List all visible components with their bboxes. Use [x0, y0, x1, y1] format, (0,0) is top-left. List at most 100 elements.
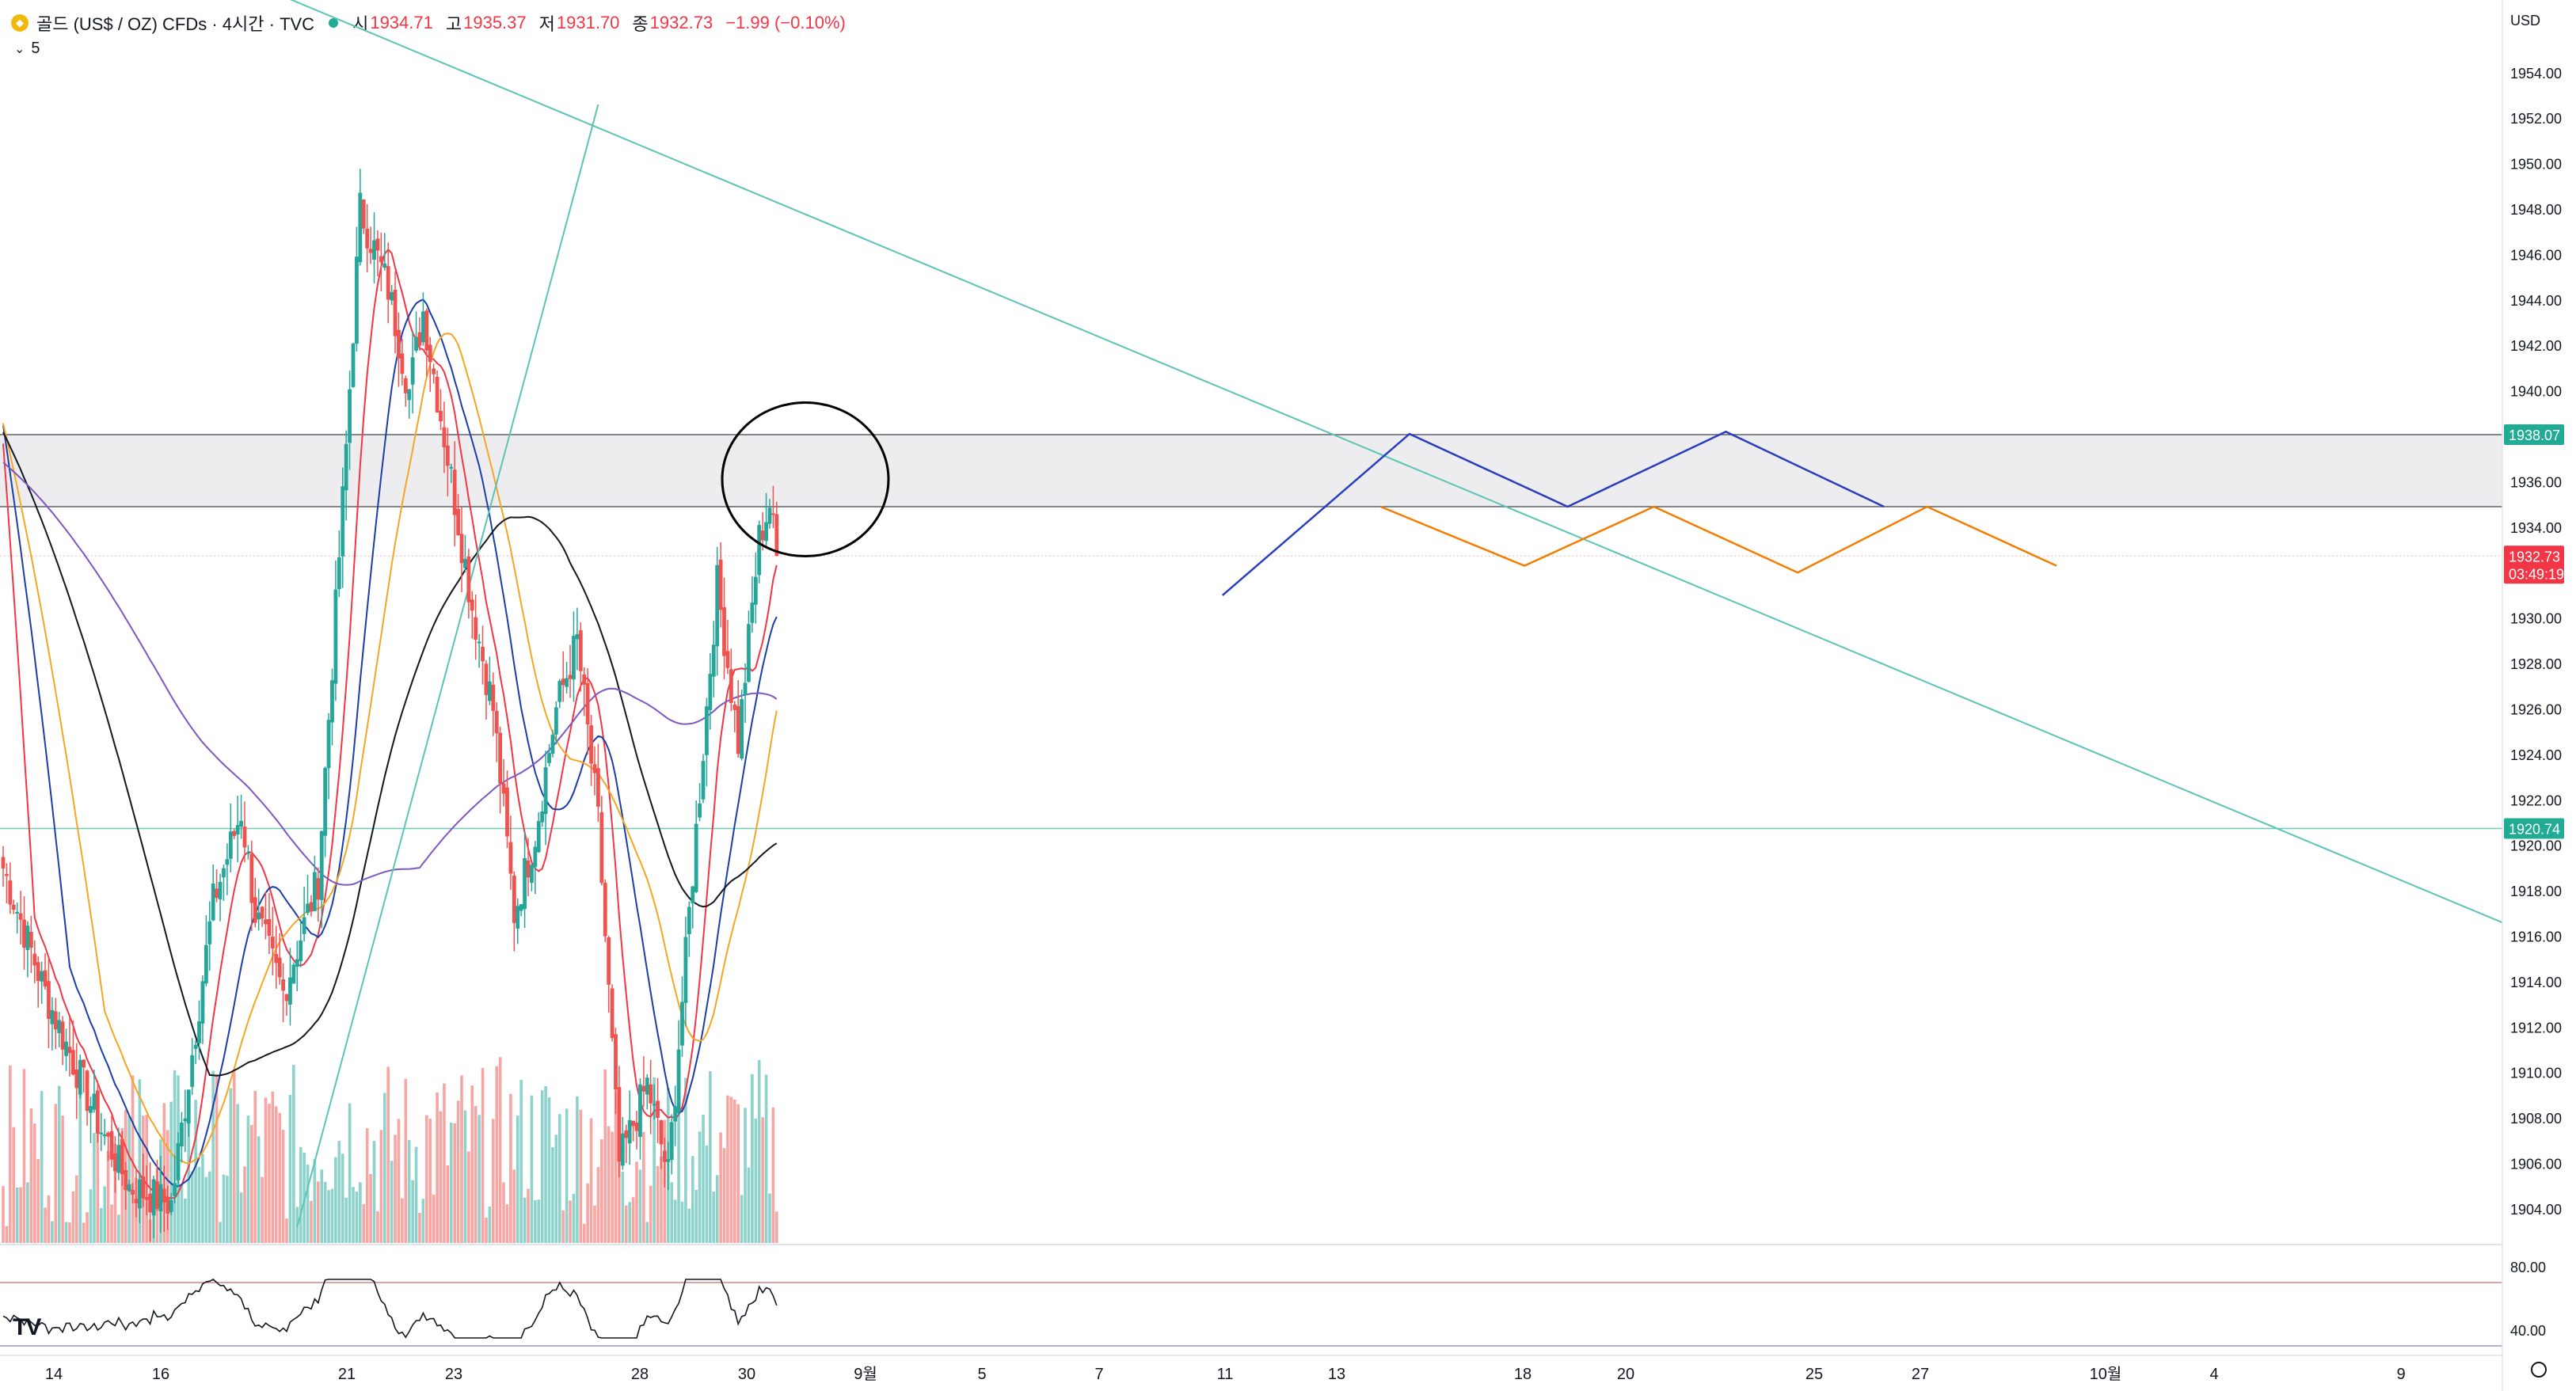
volume-bar: [572, 1193, 576, 1243]
candle-body: [592, 764, 597, 773]
y-tick-label: 1922.00: [2510, 792, 2562, 808]
volume-bar: [537, 1199, 541, 1243]
volume-bar: [565, 1108, 569, 1243]
candle-body: [582, 674, 587, 685]
candle-body: [74, 1070, 79, 1089]
candle-body: [92, 1093, 97, 1110]
candle-body: [137, 1179, 142, 1209]
candle-body: [222, 868, 226, 878]
candle-body: [134, 1198, 139, 1203]
candle-body: [264, 919, 268, 925]
volume-bar: [649, 1185, 653, 1243]
indicator-toggle[interactable]: ⌄ 5: [14, 40, 40, 58]
candle-body: [550, 735, 555, 754]
volume-bar: [589, 1118, 593, 1243]
candle-body: [162, 1188, 166, 1203]
candle-body: [330, 680, 334, 723]
volume-bar: [310, 1200, 313, 1243]
tradingview-logo: TV: [13, 1314, 41, 1340]
candle-body: [333, 589, 338, 684]
candle-body: [417, 332, 422, 346]
candle-body: [607, 937, 611, 985]
candle-body: [711, 644, 716, 677]
volume-bar: [754, 1118, 758, 1243]
candle-body: [277, 957, 282, 978]
candle-body: [1, 857, 6, 868]
chevron-down-icon: ⌄: [14, 42, 25, 56]
volume-bar: [551, 1147, 554, 1243]
candle-body: [358, 192, 363, 263]
y-tick-label: 1936.00: [2510, 474, 2562, 490]
volume-bar: [411, 1180, 414, 1243]
candle-body: [530, 865, 534, 884]
candle-body: [57, 1020, 62, 1034]
volume-bar: [51, 1221, 54, 1243]
low-key: 저: [538, 14, 555, 34]
x-tick-label: 14: [45, 1366, 63, 1383]
candle-body: [116, 1145, 121, 1173]
projected-zigzag-blue: [1221, 430, 1885, 596]
volume-bar: [453, 1123, 456, 1243]
x-tick-label: 30: [738, 1366, 755, 1383]
currency-label[interactable]: USD: [2510, 13, 2541, 29]
volume-layer: [2, 1055, 778, 1243]
candle-body: [687, 906, 691, 935]
volume-bar: [271, 1091, 275, 1243]
gold-coin-icon: ◆: [11, 14, 29, 32]
rsi-tick-label: 80.00: [2510, 1260, 2546, 1275]
candle-body: [225, 859, 230, 865]
settings-gear-icon[interactable]: [2531, 1362, 2547, 1378]
candle-body: [624, 1130, 629, 1138]
candle-body: [463, 559, 467, 568]
candle-body: [386, 266, 390, 300]
close-value: 1932.73: [649, 13, 713, 32]
volume-bar: [169, 1101, 173, 1243]
candle-body: [274, 954, 279, 963]
volume-bar: [757, 1059, 761, 1243]
volume-bar: [47, 1195, 51, 1243]
candle-body: [442, 427, 447, 447]
candle-body: [190, 1055, 195, 1087]
volume-bar: [9, 1065, 12, 1243]
candle-body: [193, 1044, 198, 1049]
candle-body: [519, 904, 523, 911]
candle-body: [533, 846, 538, 868]
market-open-dot-icon: [329, 18, 339, 28]
candle-body: [498, 732, 503, 784]
volume-bar: [274, 1106, 278, 1243]
candle-body: [127, 1184, 131, 1191]
volume-bar: [313, 1159, 317, 1243]
y-tick-label: 1940.00: [2510, 384, 2562, 400]
candle-body: [508, 842, 513, 874]
volume-bar: [607, 1126, 611, 1243]
candle-body: [166, 1196, 170, 1214]
volume-bar: [323, 1181, 327, 1243]
volume-bar: [337, 1141, 341, 1243]
volume-bar: [569, 1200, 572, 1243]
candle-body: [246, 852, 250, 854]
volume-bar: [502, 1182, 505, 1243]
candle-body: [725, 651, 730, 668]
candle-body: [382, 263, 387, 268]
candle-body: [484, 663, 489, 695]
candle-body: [547, 753, 551, 763]
volume-bar: [712, 1191, 716, 1243]
candle-body: [200, 981, 205, 1024]
candle-body: [410, 357, 415, 385]
candle-body: [15, 911, 20, 914]
symbol-legend[interactable]: ◆ 골드 (US$ / OZ) CFDs · 4시간 · TVC 시 1934.7…: [11, 10, 858, 36]
candle-body: [487, 681, 492, 701]
countdown-label: 03:49:19: [2509, 566, 2564, 582]
volume-bar: [478, 1115, 481, 1243]
volume-bar: [722, 1148, 726, 1243]
symbol-title[interactable]: 골드 (US$ / OZ) CFDs · 4시간 · TVC: [36, 14, 315, 34]
close-key: 종: [632, 14, 649, 34]
volume-bar: [106, 1150, 110, 1243]
volume-bar: [687, 1208, 691, 1243]
volume-bar: [449, 1123, 453, 1243]
y-tick-label: 1906.00: [2510, 1157, 2562, 1172]
volume-bar: [492, 1119, 495, 1243]
volume-bar: [86, 1212, 89, 1243]
